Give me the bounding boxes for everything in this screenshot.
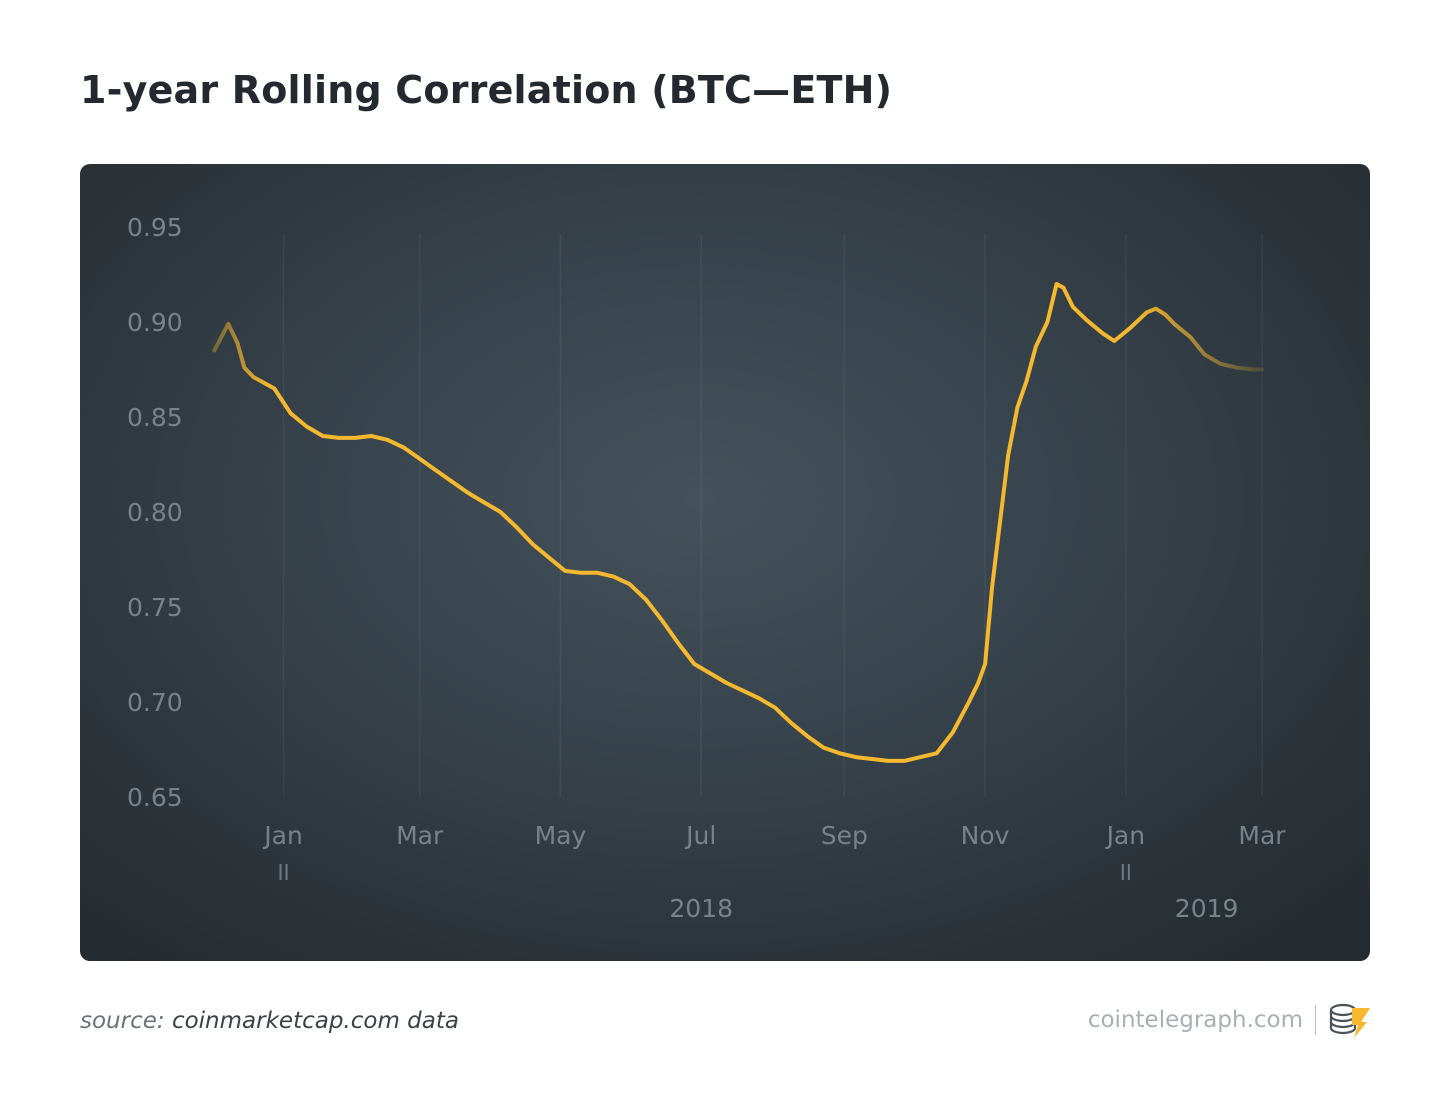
y-axis-ticks: 0.95 0.90 0.85 0.80 0.75 0.70 0.65 xyxy=(127,213,183,812)
source-note: source: coinmarketcap.com data xyxy=(80,1008,459,1034)
x-tick-label: Mar xyxy=(396,821,444,850)
y-tick-label: 0.85 xyxy=(127,403,183,432)
cointelegraph-logo-icon xyxy=(1329,1003,1370,1038)
grid-lines xyxy=(282,234,1263,797)
series-layer xyxy=(212,282,1264,763)
source-prefix: source: xyxy=(80,1008,172,1034)
year-break-marker xyxy=(279,864,288,880)
x-tick-label: Mar xyxy=(1238,821,1286,850)
chart-title: 1-year Rolling Correlation (BTC—ETH) xyxy=(80,68,893,112)
x-tick-label: Sep xyxy=(821,821,868,850)
y-tick-label: 0.90 xyxy=(127,308,183,337)
year-break-marker xyxy=(1121,864,1130,880)
year-label: 2019 xyxy=(1175,894,1239,923)
year-axis: 2018 2019 xyxy=(220,864,1300,923)
y-tick-label: 0.70 xyxy=(127,688,183,717)
chart-panel: 0.95 0.90 0.85 0.80 0.75 0.70 0.65 Jan Mar May Ju… xyxy=(80,164,1370,961)
brand-divider xyxy=(1315,1005,1316,1035)
y-tick-label: 0.75 xyxy=(127,593,183,622)
line-chart: 0.95 0.90 0.85 0.80 0.75 0.70 0.65 Jan Mar May Ju… xyxy=(127,213,1300,923)
brand[interactable]: cointelegraph.com xyxy=(1088,1000,1372,1040)
y-tick-label: 0.65 xyxy=(127,783,183,812)
x-tick-label: Jan xyxy=(1105,821,1146,850)
y-tick-label: 0.95 xyxy=(127,213,183,242)
x-tick-label: Jan xyxy=(262,821,303,850)
x-axis-ticks: Jan Mar May Jul Sep Nov Jan Mar xyxy=(262,821,1286,850)
x-tick-label: Jul xyxy=(684,821,716,850)
year-label: 2018 xyxy=(669,894,733,923)
x-tick-label: May xyxy=(535,821,587,850)
y-tick-label: 0.80 xyxy=(127,498,183,527)
x-tick-label: Nov xyxy=(961,821,1010,850)
source-value: coinmarketcap.com data xyxy=(171,1008,459,1034)
series-line xyxy=(212,282,1264,763)
brand-name[interactable]: cointelegraph.com xyxy=(1087,1007,1303,1033)
